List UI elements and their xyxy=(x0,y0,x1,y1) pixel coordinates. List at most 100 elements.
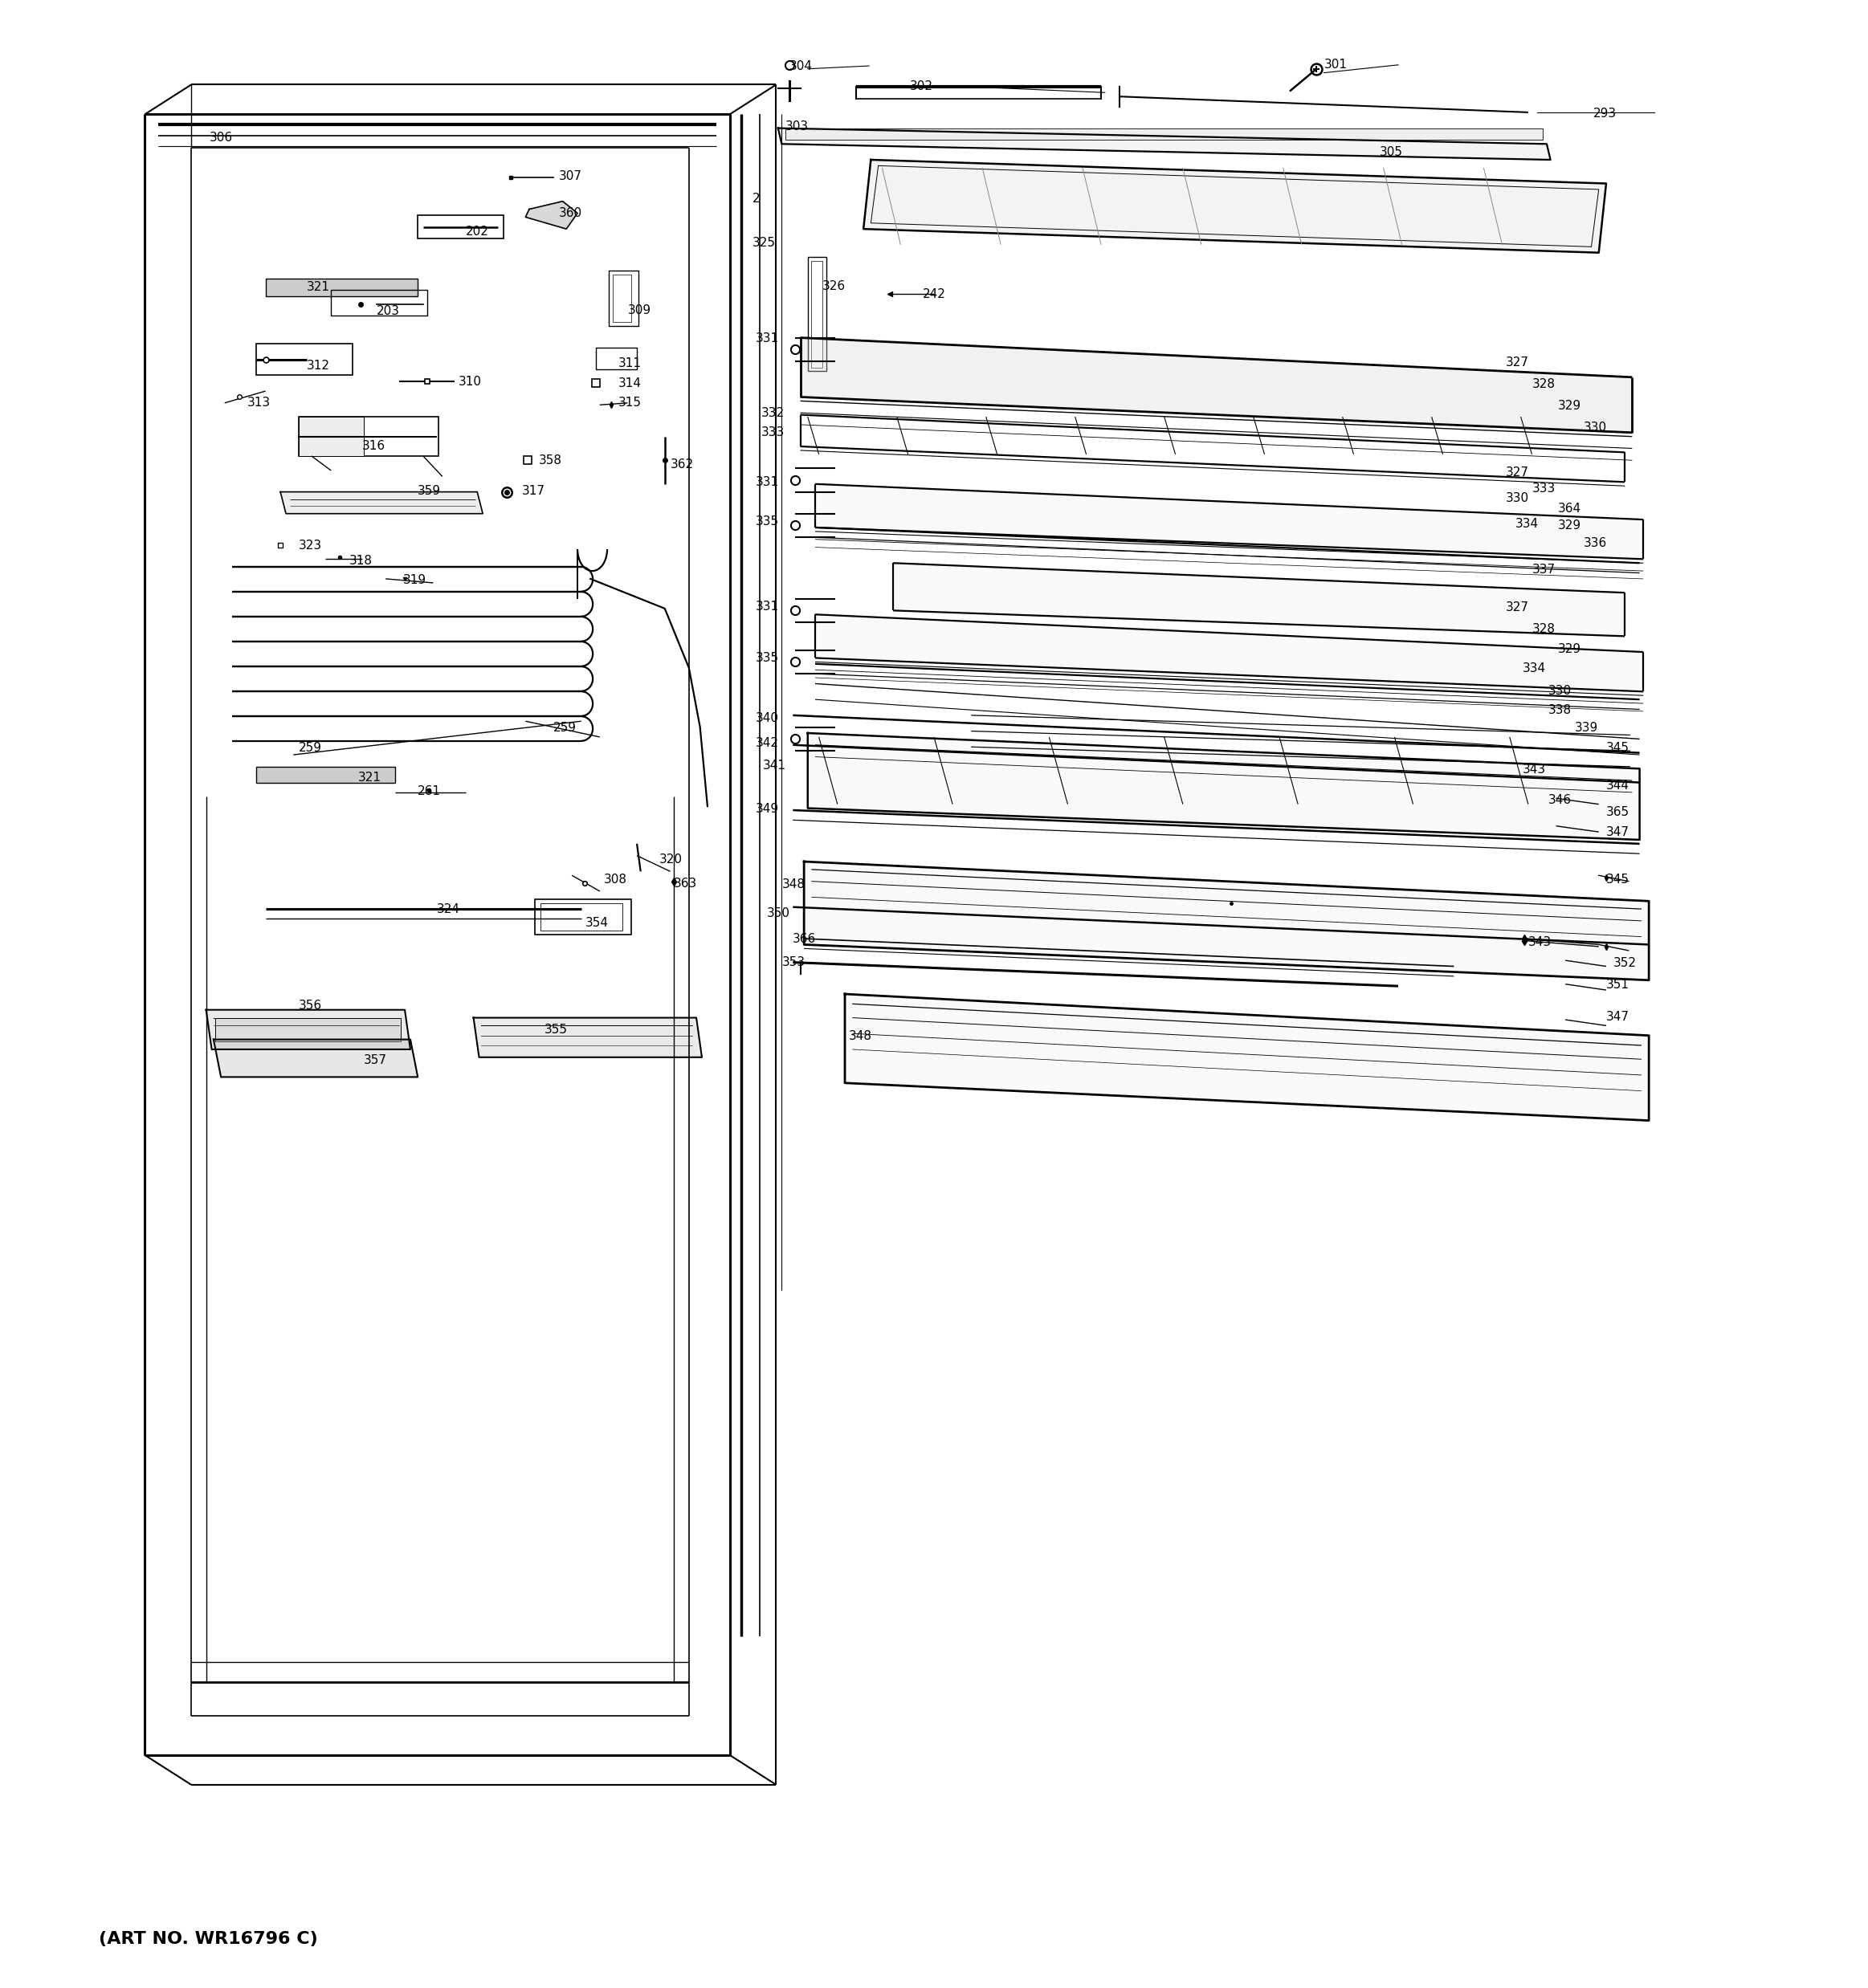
Text: 307: 307 xyxy=(559,171,583,183)
Text: 320: 320 xyxy=(659,853,682,865)
Text: 325: 325 xyxy=(753,237,775,248)
Text: 347: 347 xyxy=(1606,825,1629,837)
Text: 351: 351 xyxy=(1606,978,1629,992)
Text: 349: 349 xyxy=(757,803,779,815)
Text: 319: 319 xyxy=(403,575,426,586)
Text: 327: 327 xyxy=(1506,465,1530,479)
Text: 259: 259 xyxy=(553,722,577,734)
Text: (ART NO. WR16796 C): (ART NO. WR16796 C) xyxy=(99,1930,318,1946)
Polygon shape xyxy=(814,483,1644,559)
Bar xyxy=(256,767,396,783)
Text: 365: 365 xyxy=(1606,805,1629,819)
Bar xyxy=(215,1018,402,1042)
Polygon shape xyxy=(814,614,1644,692)
Text: 344: 344 xyxy=(1606,779,1629,791)
Text: 315: 315 xyxy=(618,398,641,410)
Bar xyxy=(596,348,637,370)
Text: 316: 316 xyxy=(362,441,385,453)
Bar xyxy=(534,899,631,934)
Text: 348: 348 xyxy=(781,879,805,891)
Text: 313: 313 xyxy=(247,398,271,410)
Bar xyxy=(811,260,822,368)
Text: 309: 309 xyxy=(628,304,652,316)
Text: 202: 202 xyxy=(467,227,489,239)
Text: 339: 339 xyxy=(1575,722,1599,734)
Text: 302: 302 xyxy=(910,82,934,93)
Bar xyxy=(785,127,1543,139)
Polygon shape xyxy=(803,861,1649,980)
Text: 328: 328 xyxy=(1532,624,1556,636)
Bar xyxy=(613,274,631,322)
Polygon shape xyxy=(893,563,1625,636)
Text: 311: 311 xyxy=(618,358,641,370)
Text: 303: 303 xyxy=(785,119,809,131)
Text: 348: 348 xyxy=(848,1030,872,1042)
Text: 321: 321 xyxy=(306,280,329,294)
Polygon shape xyxy=(213,1040,418,1077)
Text: 310: 310 xyxy=(460,376,482,388)
Bar xyxy=(418,215,502,239)
Polygon shape xyxy=(205,1010,411,1050)
Text: 324: 324 xyxy=(437,903,460,914)
Polygon shape xyxy=(525,201,577,229)
Text: 301: 301 xyxy=(1324,60,1347,72)
Text: 331: 331 xyxy=(757,332,779,344)
Bar xyxy=(540,903,622,930)
Text: 203: 203 xyxy=(377,304,400,316)
Text: 356: 356 xyxy=(299,1000,323,1012)
Text: 336: 336 xyxy=(1584,537,1606,549)
Text: 345: 345 xyxy=(1606,873,1629,885)
Text: 352: 352 xyxy=(1614,958,1636,970)
Text: 328: 328 xyxy=(1532,378,1556,390)
Text: 333: 333 xyxy=(1532,483,1556,495)
Text: 359: 359 xyxy=(418,485,441,497)
Text: 330: 330 xyxy=(1506,491,1530,503)
Text: 343: 343 xyxy=(1528,936,1552,948)
Text: 321: 321 xyxy=(359,771,381,783)
Text: 355: 355 xyxy=(544,1024,568,1036)
Bar xyxy=(331,290,428,316)
Text: 330: 330 xyxy=(1584,421,1606,433)
Text: 350: 350 xyxy=(768,907,790,918)
Text: 331: 331 xyxy=(757,600,779,612)
Text: 360: 360 xyxy=(559,207,583,219)
Text: 345: 345 xyxy=(1606,742,1629,753)
Text: 358: 358 xyxy=(538,453,562,467)
Text: 327: 327 xyxy=(1506,602,1530,614)
Text: 337: 337 xyxy=(1532,565,1556,577)
Text: 335: 335 xyxy=(757,652,779,664)
Text: 347: 347 xyxy=(1606,1010,1629,1022)
Polygon shape xyxy=(473,1018,702,1058)
Text: 327: 327 xyxy=(1506,356,1530,368)
Text: 293: 293 xyxy=(1593,107,1616,119)
Polygon shape xyxy=(280,491,482,513)
Text: 346: 346 xyxy=(1549,795,1573,807)
Text: 329: 329 xyxy=(1558,400,1582,412)
Text: 332: 332 xyxy=(762,408,785,419)
Text: 323: 323 xyxy=(299,539,323,551)
Text: 304: 304 xyxy=(788,60,813,72)
Text: 326: 326 xyxy=(822,280,846,292)
Polygon shape xyxy=(844,994,1649,1121)
Text: 329: 329 xyxy=(1558,519,1582,531)
Bar xyxy=(265,278,418,296)
Bar xyxy=(807,256,826,372)
Text: 340: 340 xyxy=(757,712,779,724)
Text: 333: 333 xyxy=(762,427,785,439)
Bar xyxy=(299,417,364,457)
Text: 364: 364 xyxy=(1558,503,1582,515)
Text: 341: 341 xyxy=(764,759,786,771)
Text: 261: 261 xyxy=(418,785,441,797)
Text: 308: 308 xyxy=(603,873,628,885)
Bar xyxy=(256,344,353,376)
Text: 338: 338 xyxy=(1549,704,1573,716)
Text: 314: 314 xyxy=(618,378,641,390)
Polygon shape xyxy=(863,159,1606,252)
Text: 312: 312 xyxy=(306,360,329,372)
Text: 330: 330 xyxy=(1549,684,1573,696)
Text: 259: 259 xyxy=(299,742,323,753)
Text: 331: 331 xyxy=(757,475,779,487)
Bar xyxy=(609,270,639,326)
Text: 334: 334 xyxy=(1515,517,1539,529)
Text: 343: 343 xyxy=(1522,763,1547,775)
